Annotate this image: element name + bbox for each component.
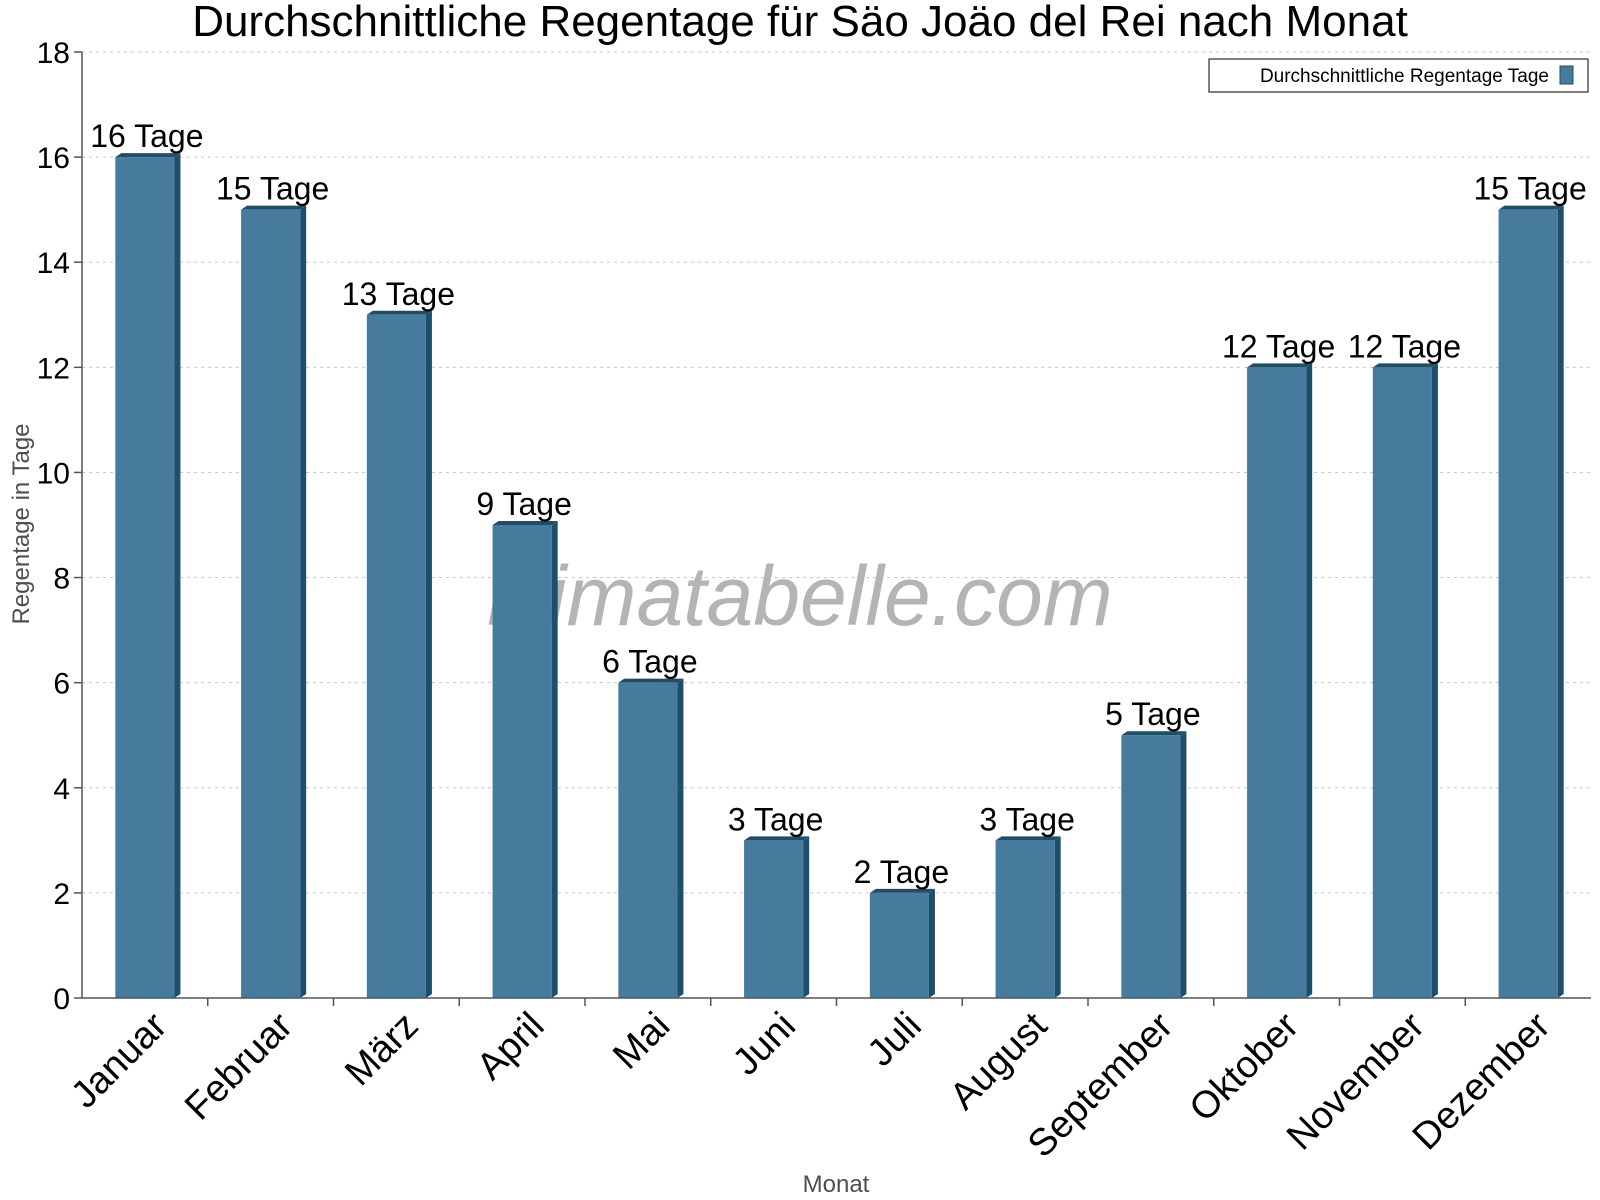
bar-side: [1431, 363, 1438, 998]
chart-title: Durchschnittliche Regentage für Säo Joäo…: [192, 0, 1408, 46]
bar-top: [1372, 363, 1438, 368]
bar: [1247, 367, 1307, 998]
bar-side: [1180, 731, 1187, 998]
bar: [115, 157, 175, 999]
bar-top: [492, 521, 558, 525]
y-tick-label: 2: [53, 878, 70, 911]
bar-top: [1247, 363, 1313, 368]
data-label: 12 Tage: [1348, 328, 1461, 364]
bar-side: [677, 678, 684, 998]
y-tick-label: 18: [37, 37, 70, 70]
y-tick-label: 4: [53, 773, 70, 806]
data-label: 15 Tage: [216, 171, 329, 207]
bar: [618, 682, 678, 998]
bar-top: [241, 205, 307, 210]
bar-side: [1557, 205, 1564, 998]
bar-top: [1498, 205, 1564, 210]
data-label: 3 Tage: [979, 801, 1075, 837]
bar-group: [1498, 205, 1564, 998]
bar-side: [803, 836, 810, 998]
bar: [366, 314, 426, 998]
bar-side: [174, 153, 181, 999]
data-label: 12 Tage: [1222, 328, 1335, 364]
bar-group: [492, 521, 558, 998]
data-label: 13 Tage: [342, 276, 455, 312]
x-tick-label: Dezember: [1405, 1004, 1559, 1158]
bar-top: [995, 836, 1061, 841]
bar-top: [869, 888, 935, 893]
bar: [1498, 209, 1558, 998]
bar-side: [425, 310, 432, 998]
x-tick-label: Juli: [860, 1005, 930, 1075]
bar-group: [1372, 363, 1438, 998]
y-axis-title: Regentage in Tage: [8, 423, 35, 624]
data-label: 6 Tage: [602, 644, 698, 680]
bar-top: [115, 153, 181, 158]
x-tick-label: Mai: [605, 1005, 678, 1078]
data-label: 16 Tage: [90, 118, 203, 154]
x-tick-label: Juni: [725, 1005, 804, 1084]
legend: Durchschnittliche Regentage Tage: [1208, 58, 1589, 93]
x-tick-label: Februar: [177, 1004, 301, 1128]
bar: [995, 840, 1055, 998]
bar: [744, 840, 804, 998]
bar: [869, 892, 929, 998]
x-tick-label: Oktober: [1182, 1004, 1308, 1130]
bar-group: [1121, 731, 1187, 998]
legend-box: [1208, 58, 1589, 93]
bar-top: [744, 836, 810, 841]
bar-side: [300, 205, 307, 998]
legend-label: Durchschnittliche Regentage Tage: [1260, 66, 1549, 87]
bar: [1121, 735, 1181, 998]
bar-group: [869, 888, 935, 998]
bar: [492, 525, 552, 998]
bar-side: [928, 888, 935, 998]
watermark: klimatabelle.com: [487, 549, 1113, 643]
bar-top: [618, 678, 684, 683]
bar-group: [995, 836, 1061, 998]
x-tick-label: April: [469, 1005, 552, 1088]
x-axis-title: Monat: [803, 1171, 870, 1198]
bar-group: [241, 205, 307, 998]
legend-swatch: [1559, 65, 1574, 85]
bar-side: [1054, 836, 1061, 998]
bar-side: [551, 521, 558, 998]
y-tick-label: 6: [53, 668, 70, 701]
x-tick-label: August: [942, 1004, 1056, 1118]
data-label: 9 Tage: [476, 486, 572, 522]
bar-group: [366, 310, 432, 998]
data-label: 5 Tage: [1105, 696, 1201, 732]
bar-top: [1121, 731, 1187, 736]
y-tick-label: 14: [37, 247, 70, 280]
bar-group: [115, 153, 181, 999]
data-label: 2 Tage: [854, 854, 950, 890]
bar-side: [1306, 363, 1313, 998]
y-tick-label: 0: [53, 983, 70, 1016]
bar-group: [744, 836, 810, 998]
y-tick-label: 8: [53, 563, 70, 596]
bar: [1372, 367, 1432, 998]
y-tick-label: 10: [37, 457, 70, 490]
y-tick-label: 16: [37, 142, 70, 175]
bar-group: [618, 678, 684, 998]
data-label: 15 Tage: [1473, 171, 1586, 207]
bar: [241, 209, 301, 998]
bars-layer: [115, 153, 1564, 999]
x-tick-label: Januar: [63, 1004, 175, 1116]
x-tick-label: November: [1279, 1004, 1433, 1158]
bar-group: [1247, 363, 1313, 998]
data-label: 3 Tage: [728, 801, 824, 837]
bar-top: [366, 310, 432, 315]
y-tick-label: 12: [37, 352, 70, 385]
x-tick-label: März: [337, 1005, 426, 1094]
axes-layer: [74, 51, 1591, 1006]
